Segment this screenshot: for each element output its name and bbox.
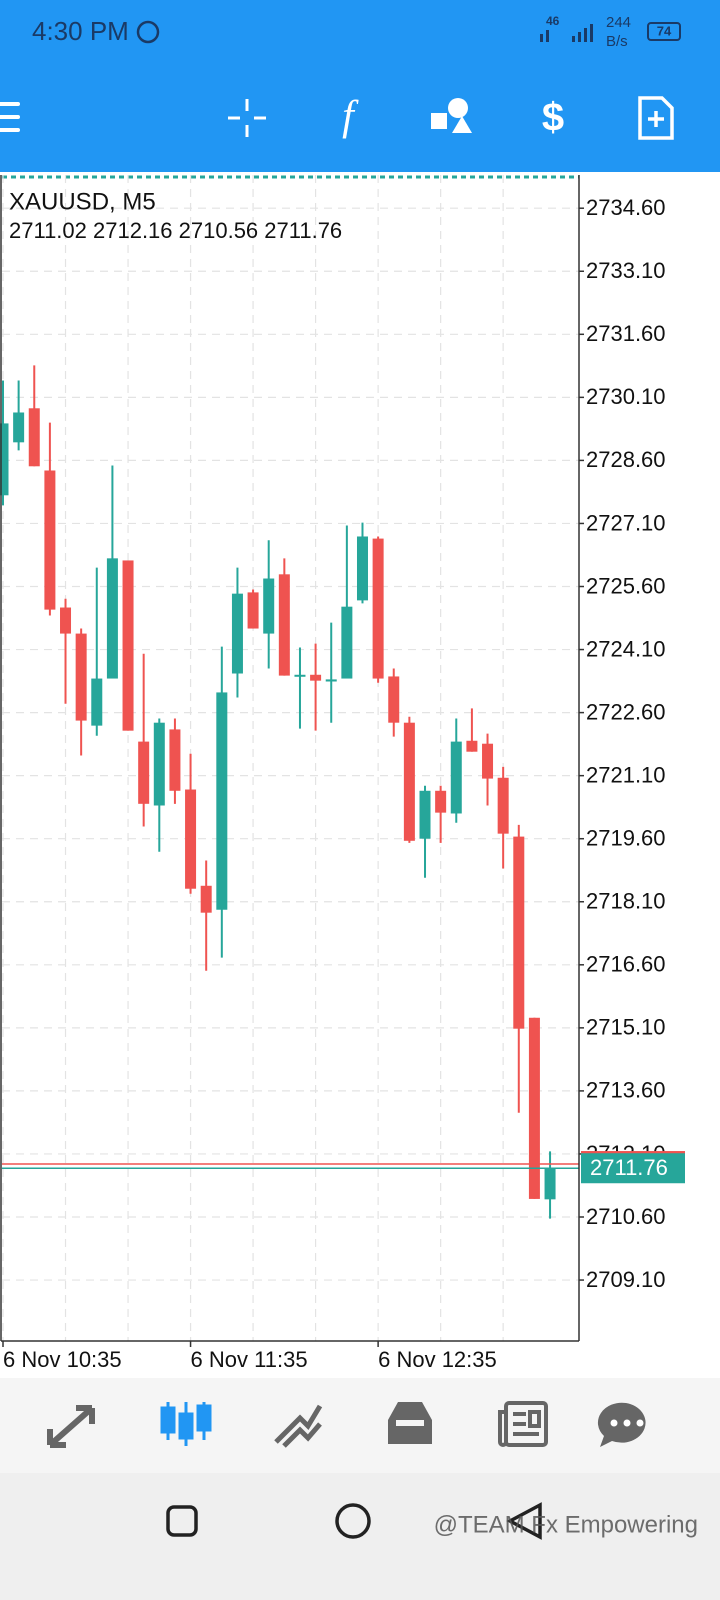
tab-trade[interactable] bbox=[274, 1404, 323, 1448]
bid-tag-label: 2711.76 bbox=[590, 1155, 668, 1180]
candle-body bbox=[497, 777, 509, 834]
candle-body bbox=[0, 423, 9, 496]
candle-body bbox=[419, 790, 431, 839]
trade-icon[interactable]: $ bbox=[542, 96, 564, 140]
x-tick-label: 6 Nov 10:35 bbox=[3, 1347, 122, 1372]
crosshair-icon[interactable] bbox=[228, 99, 266, 137]
nav-recents[interactable] bbox=[166, 1505, 198, 1537]
candle-body bbox=[169, 729, 181, 791]
net-speed: 244 bbox=[606, 14, 631, 31]
candle-body bbox=[325, 679, 337, 682]
candle-body bbox=[153, 722, 165, 806]
tab-chart[interactable] bbox=[160, 1402, 212, 1446]
y-tick-label: 2721.10 bbox=[586, 762, 666, 787]
battery-level: 74 bbox=[657, 23, 672, 38]
y-tick-label: 2734.60 bbox=[586, 195, 666, 220]
signal-icon bbox=[540, 24, 593, 42]
battery-icon bbox=[647, 22, 681, 41]
y-tick-label: 2725.60 bbox=[586, 573, 666, 598]
candle-body bbox=[247, 592, 259, 629]
candle-body bbox=[185, 789, 197, 889]
x-tick-label: 6 Nov 11:35 bbox=[191, 1347, 308, 1372]
candle-body bbox=[138, 741, 150, 804]
y-tick-label: 2715.10 bbox=[586, 1015, 666, 1040]
candle-body bbox=[528, 1017, 540, 1199]
nav-home[interactable] bbox=[335, 1503, 371, 1539]
y-tick-label: 2718.10 bbox=[586, 889, 666, 914]
y-tick-label: 2731.60 bbox=[586, 321, 666, 346]
candle-body bbox=[435, 790, 447, 813]
candle-body bbox=[60, 607, 72, 634]
candle-body bbox=[403, 722, 415, 841]
menu-icon[interactable] bbox=[0, 102, 20, 132]
nav-back[interactable] bbox=[506, 1502, 542, 1540]
candle-body bbox=[200, 885, 212, 913]
candle-body bbox=[91, 678, 103, 726]
candle-body bbox=[122, 560, 134, 731]
candle-body bbox=[341, 606, 353, 679]
tab-history[interactable] bbox=[388, 1402, 432, 1444]
ohlc-readout: 2711.02 2712.16 2710.56 2711.76 bbox=[9, 218, 342, 243]
status-time: 4:30 PM bbox=[32, 16, 129, 46]
candle-body bbox=[544, 1168, 556, 1200]
y-tick-label: 2733.10 bbox=[586, 258, 666, 283]
bid-tag bbox=[581, 1153, 685, 1184]
candle-body bbox=[356, 536, 368, 601]
y-tick-label: 2727.10 bbox=[586, 510, 666, 535]
y-tick-label: 2724.10 bbox=[586, 636, 666, 661]
objects-icon[interactable] bbox=[431, 98, 472, 133]
y-tick-label: 2709.10 bbox=[586, 1267, 666, 1292]
candle-body bbox=[450, 741, 462, 814]
y-tick-label: 2710.60 bbox=[586, 1204, 666, 1229]
whatsapp-icon bbox=[136, 20, 160, 44]
candle-body bbox=[482, 743, 494, 779]
candle-body bbox=[372, 538, 384, 679]
candle-body bbox=[28, 408, 40, 467]
top-bar bbox=[0, 0, 720, 172]
candle-body bbox=[310, 674, 322, 681]
network-type: 46 bbox=[546, 14, 560, 28]
y-tick-label: 2728.60 bbox=[586, 447, 666, 472]
candle-body bbox=[106, 558, 118, 679]
y-tick-label: 2730.10 bbox=[586, 384, 666, 409]
x-tick-label: 6 Nov 12:35 bbox=[378, 1347, 497, 1372]
candle-body bbox=[466, 740, 478, 752]
candle-body bbox=[75, 633, 87, 721]
chart-title: XAUUSD, M5 bbox=[9, 188, 156, 215]
candle-body bbox=[513, 836, 525, 1029]
net-speed-unit: B/s bbox=[606, 33, 628, 50]
candle-body bbox=[294, 674, 306, 677]
candle-body bbox=[13, 412, 25, 443]
tab-quotes[interactable] bbox=[47, 1405, 95, 1448]
candles bbox=[0, 365, 579, 1219]
tab-news[interactable] bbox=[498, 1401, 548, 1447]
y-tick-label: 2713.60 bbox=[586, 1078, 666, 1103]
watermark: @TEAM Fx Empowering bbox=[434, 1511, 698, 1538]
candle-body bbox=[44, 470, 56, 610]
candle-body bbox=[231, 593, 243, 674]
axis-labels: 2734.60 2733.10 2731.60 2730.10 2728.60 2727.… bbox=[2, 195, 685, 1372]
candle-body bbox=[388, 676, 400, 723]
tab-chat[interactable] bbox=[597, 1402, 646, 1447]
candle-body bbox=[216, 692, 228, 910]
y-tick-label: 2722.60 bbox=[586, 699, 666, 724]
candle-body bbox=[263, 578, 275, 634]
candle-body bbox=[278, 574, 290, 676]
y-tick-label: 2719.60 bbox=[586, 826, 666, 851]
y-tick-label: 2716.60 bbox=[586, 952, 666, 977]
new-order-icon[interactable] bbox=[638, 96, 674, 140]
